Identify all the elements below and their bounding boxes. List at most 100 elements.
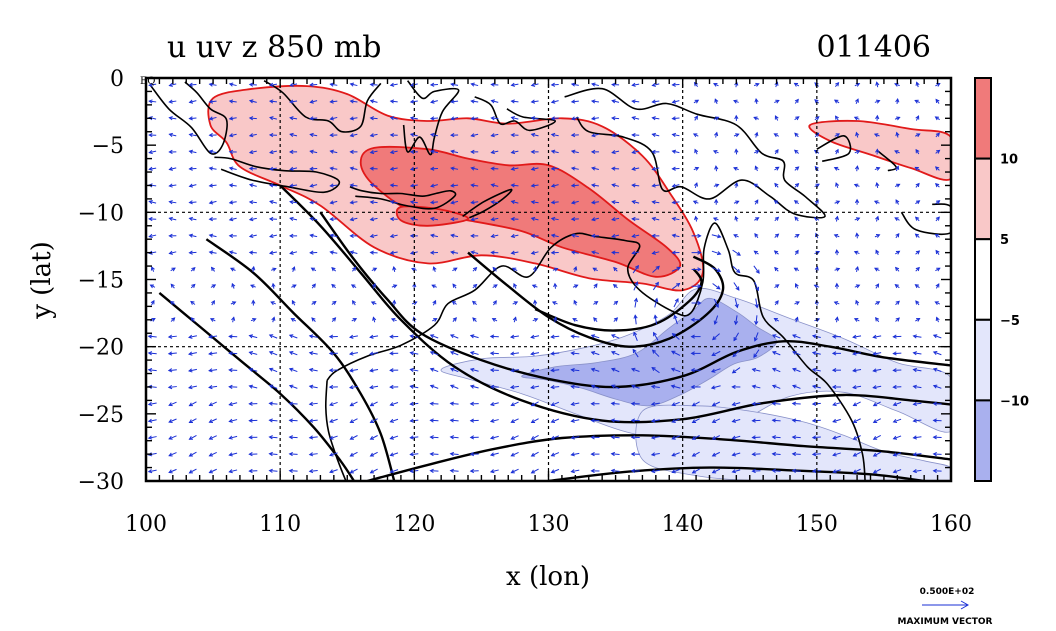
colorbar-bin [974,238,992,321]
wind-arrow-head [170,283,175,288]
wind-arrow-head [650,401,656,407]
wind-arrow [349,435,358,440]
wind-arrow [449,401,459,406]
wind-arrow [250,284,256,289]
wind-arrow [590,149,599,154]
wind-arrow-head [188,334,193,339]
wind-arrow [489,452,499,457]
wind-arrow-head [329,469,334,474]
wind-arrow [308,334,318,339]
wind-arrow-head [430,233,435,238]
wind-arrow-head [309,166,314,171]
wind-arrow-shaft [168,468,177,473]
wind-arrow [470,99,479,104]
wind-arrow-head [671,116,676,121]
wind-arrow-head [792,367,797,372]
wind-arrow [915,81,920,88]
wind-arrow-shaft [370,385,379,389]
wind-arrow-head [590,367,596,372]
wind-arrow-shaft [430,100,438,103]
wind-arrow [389,183,398,188]
wind-arrow-shaft [330,200,338,204]
wind-arrow-head [332,317,337,322]
wind-arrow [450,99,459,104]
wind-arrow-head [150,299,155,305]
wind-arrow-head [835,182,840,187]
wind-arrow [872,385,882,390]
wind-arrow [611,200,620,205]
wind-arrow-head [349,402,354,407]
wind-arrow [251,299,256,306]
wind-arrow-shaft [672,117,680,120]
wind-arrow-shaft [249,184,257,187]
wind-arrow-head [852,435,858,440]
wind-arrow-head [550,183,556,188]
wind-arrow-head [631,233,636,239]
height-contour [534,268,703,332]
wind-arrow-head [510,116,516,121]
wind-arrow-head [349,436,354,440]
wind-arrow-shaft [290,100,298,103]
wind-arrow-head [409,351,414,356]
wind-arrow-shaft [209,184,217,187]
wind-arrow-shaft [551,452,560,457]
wind-arrow [593,283,598,289]
wind-arrow-head [472,266,478,272]
wind-arrow-head [631,250,636,255]
wind-arrow-head [372,267,378,272]
wind-arrow-head [429,401,434,406]
wind-arrow-head [369,99,375,104]
wind-arrow [690,317,701,322]
wind-arrow-shaft [893,452,902,456]
wind-arrow-shaft [792,419,801,422]
wind-arrow-shaft [249,217,257,221]
wind-arrow-head [509,334,515,339]
colorbar: 105−5−10 [974,77,1029,482]
wind-arrow-shaft [249,150,257,154]
wind-arrow [311,283,316,289]
wind-arrow-head [912,334,917,339]
wind-arrow [369,116,378,121]
wind-arrow [471,300,477,305]
wind-arrow [309,250,318,255]
wind-arrow-shaft [209,385,218,389]
wind-arrow-shaft [692,468,700,474]
wind-arrow [148,149,157,155]
wind-arrow-shaft [390,418,399,423]
wind-arrow [470,133,479,138]
wind-arrow-head [268,367,274,372]
wind-arrow [691,300,702,306]
wind-arrow [932,468,942,473]
wind-arrow-shaft [269,100,277,103]
wind-arrow-head [151,318,156,322]
wind-arrow-head [389,216,395,222]
wind-arrow-shaft [632,100,640,103]
wind-arrow-shaft [168,386,177,388]
wind-arrow-head [896,116,901,121]
wind-arrow-head [570,418,575,423]
wind-arrow-head [935,216,940,221]
wind-arrow [188,166,197,171]
wind-arrow [733,166,739,171]
wind-arrow-shaft [612,117,620,120]
wind-arrow-head [875,166,881,171]
wind-arrow-head [371,282,376,288]
wind-arrow-shaft [189,150,197,154]
wind-arrow-shaft [249,83,257,86]
wind-arrow-head [412,316,417,321]
wind-arrow-head [835,200,841,205]
wind-arrow [228,200,237,205]
wind-arrow [691,284,702,289]
wind-arrow-head [676,282,681,287]
wind-arrow-shaft [551,184,559,187]
wind-arrow [248,367,258,372]
wind-arrow [630,451,640,457]
wind-arrow-head [510,166,515,171]
wind-arrow-head [610,401,616,406]
wind-arrow-shaft [531,451,539,457]
grid-lines [146,78,951,481]
wind-arrow-head [167,351,173,356]
wind-arrow-head [389,435,394,440]
wind-arrow-head [550,200,556,205]
wind-arrow [550,183,559,188]
